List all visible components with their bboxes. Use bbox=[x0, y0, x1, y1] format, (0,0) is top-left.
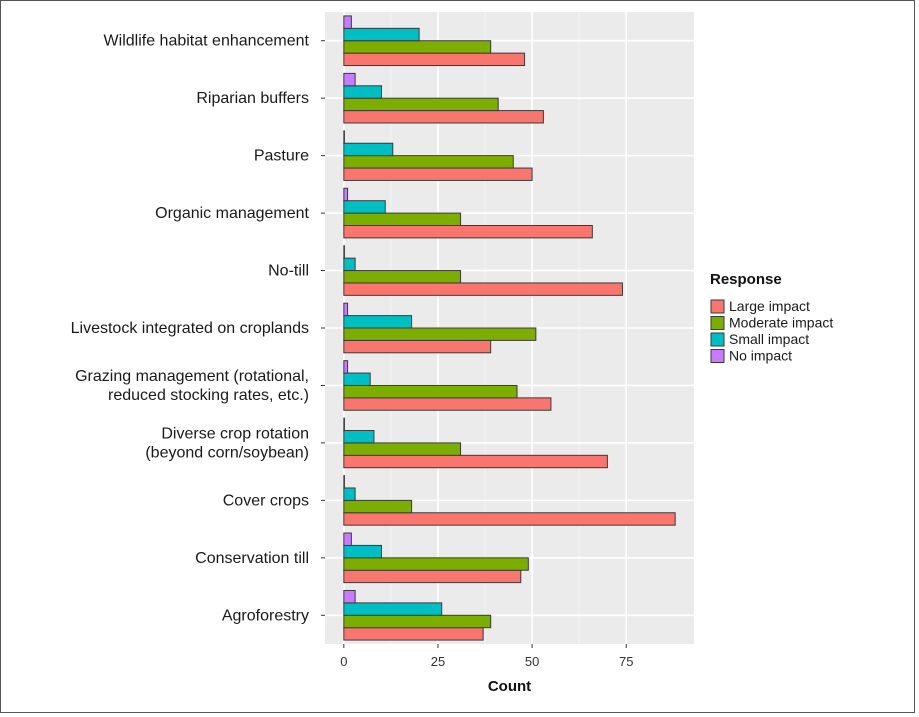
category-label: reduced stocking rates, etc.) bbox=[108, 387, 309, 404]
bar bbox=[343, 72, 356, 87]
legend-label: No impact bbox=[729, 348, 792, 364]
x-axis-title: Count bbox=[488, 678, 531, 695]
bar bbox=[343, 569, 522, 584]
bar bbox=[343, 224, 593, 239]
bar bbox=[343, 142, 394, 157]
category-label: No-till bbox=[268, 263, 309, 280]
bar bbox=[343, 270, 462, 284]
category-label: Cover crops bbox=[223, 492, 309, 509]
bar bbox=[343, 245, 345, 259]
bar bbox=[343, 257, 356, 272]
bar bbox=[343, 589, 356, 604]
bar bbox=[343, 512, 676, 526]
bar bbox=[343, 360, 349, 374]
bar bbox=[343, 430, 375, 444]
bar bbox=[343, 454, 608, 469]
bar bbox=[343, 27, 420, 42]
bar bbox=[343, 302, 349, 317]
category-label: Organic management bbox=[155, 205, 309, 222]
bar bbox=[343, 384, 518, 399]
bar bbox=[343, 627, 484, 641]
bar bbox=[343, 487, 356, 501]
bar bbox=[343, 614, 492, 629]
x-tick-label: 50 bbox=[525, 654, 539, 669]
bar bbox=[343, 130, 345, 144]
bar bbox=[343, 200, 386, 214]
bar bbox=[343, 110, 544, 124]
bar bbox=[343, 442, 462, 456]
legend-label: Moderate impact bbox=[729, 315, 833, 331]
bar bbox=[343, 327, 537, 341]
category-label: (beyond corn/soybean) bbox=[145, 444, 309, 461]
category-label: Livestock integrated on croplands bbox=[71, 320, 309, 337]
bar bbox=[343, 15, 352, 29]
bar bbox=[343, 85, 382, 99]
bar bbox=[343, 187, 349, 202]
category-label: Grazing management (rotational, bbox=[75, 368, 309, 385]
bar bbox=[343, 532, 352, 546]
bar bbox=[343, 372, 371, 386]
legend-label: Small impact bbox=[729, 331, 809, 347]
bar bbox=[343, 282, 623, 296]
category-label: Wildlife habitat enhancement bbox=[104, 33, 310, 50]
legend-swatch bbox=[710, 332, 725, 347]
category-label: Riparian buffers bbox=[196, 90, 309, 107]
legend-swatch bbox=[710, 316, 725, 330]
bar bbox=[343, 52, 526, 67]
category-label: Diverse crop rotation bbox=[161, 425, 309, 442]
category-label: Agroforestry bbox=[222, 607, 309, 624]
category-label: Conservation till bbox=[195, 550, 309, 567]
bar bbox=[343, 40, 492, 54]
legend-swatch bbox=[710, 349, 725, 363]
category-label: Pasture bbox=[254, 148, 309, 165]
bar bbox=[343, 602, 443, 616]
x-tick-label: 25 bbox=[431, 654, 445, 669]
legend-swatch bbox=[710, 299, 725, 314]
bar bbox=[343, 315, 413, 329]
bar bbox=[343, 339, 492, 354]
bar bbox=[343, 544, 382, 559]
bar bbox=[343, 557, 529, 571]
x-tick-label: 75 bbox=[619, 654, 633, 669]
bar bbox=[343, 397, 552, 411]
bar bbox=[343, 167, 533, 181]
legend-label: Large impact bbox=[729, 298, 810, 314]
bar bbox=[343, 499, 413, 514]
bar bbox=[343, 417, 345, 432]
legend-title: Response bbox=[710, 271, 782, 288]
bar bbox=[343, 155, 514, 169]
bar bbox=[343, 97, 499, 112]
x-tick-label: 0 bbox=[340, 654, 347, 669]
bar bbox=[343, 212, 462, 226]
bar bbox=[343, 475, 345, 489]
